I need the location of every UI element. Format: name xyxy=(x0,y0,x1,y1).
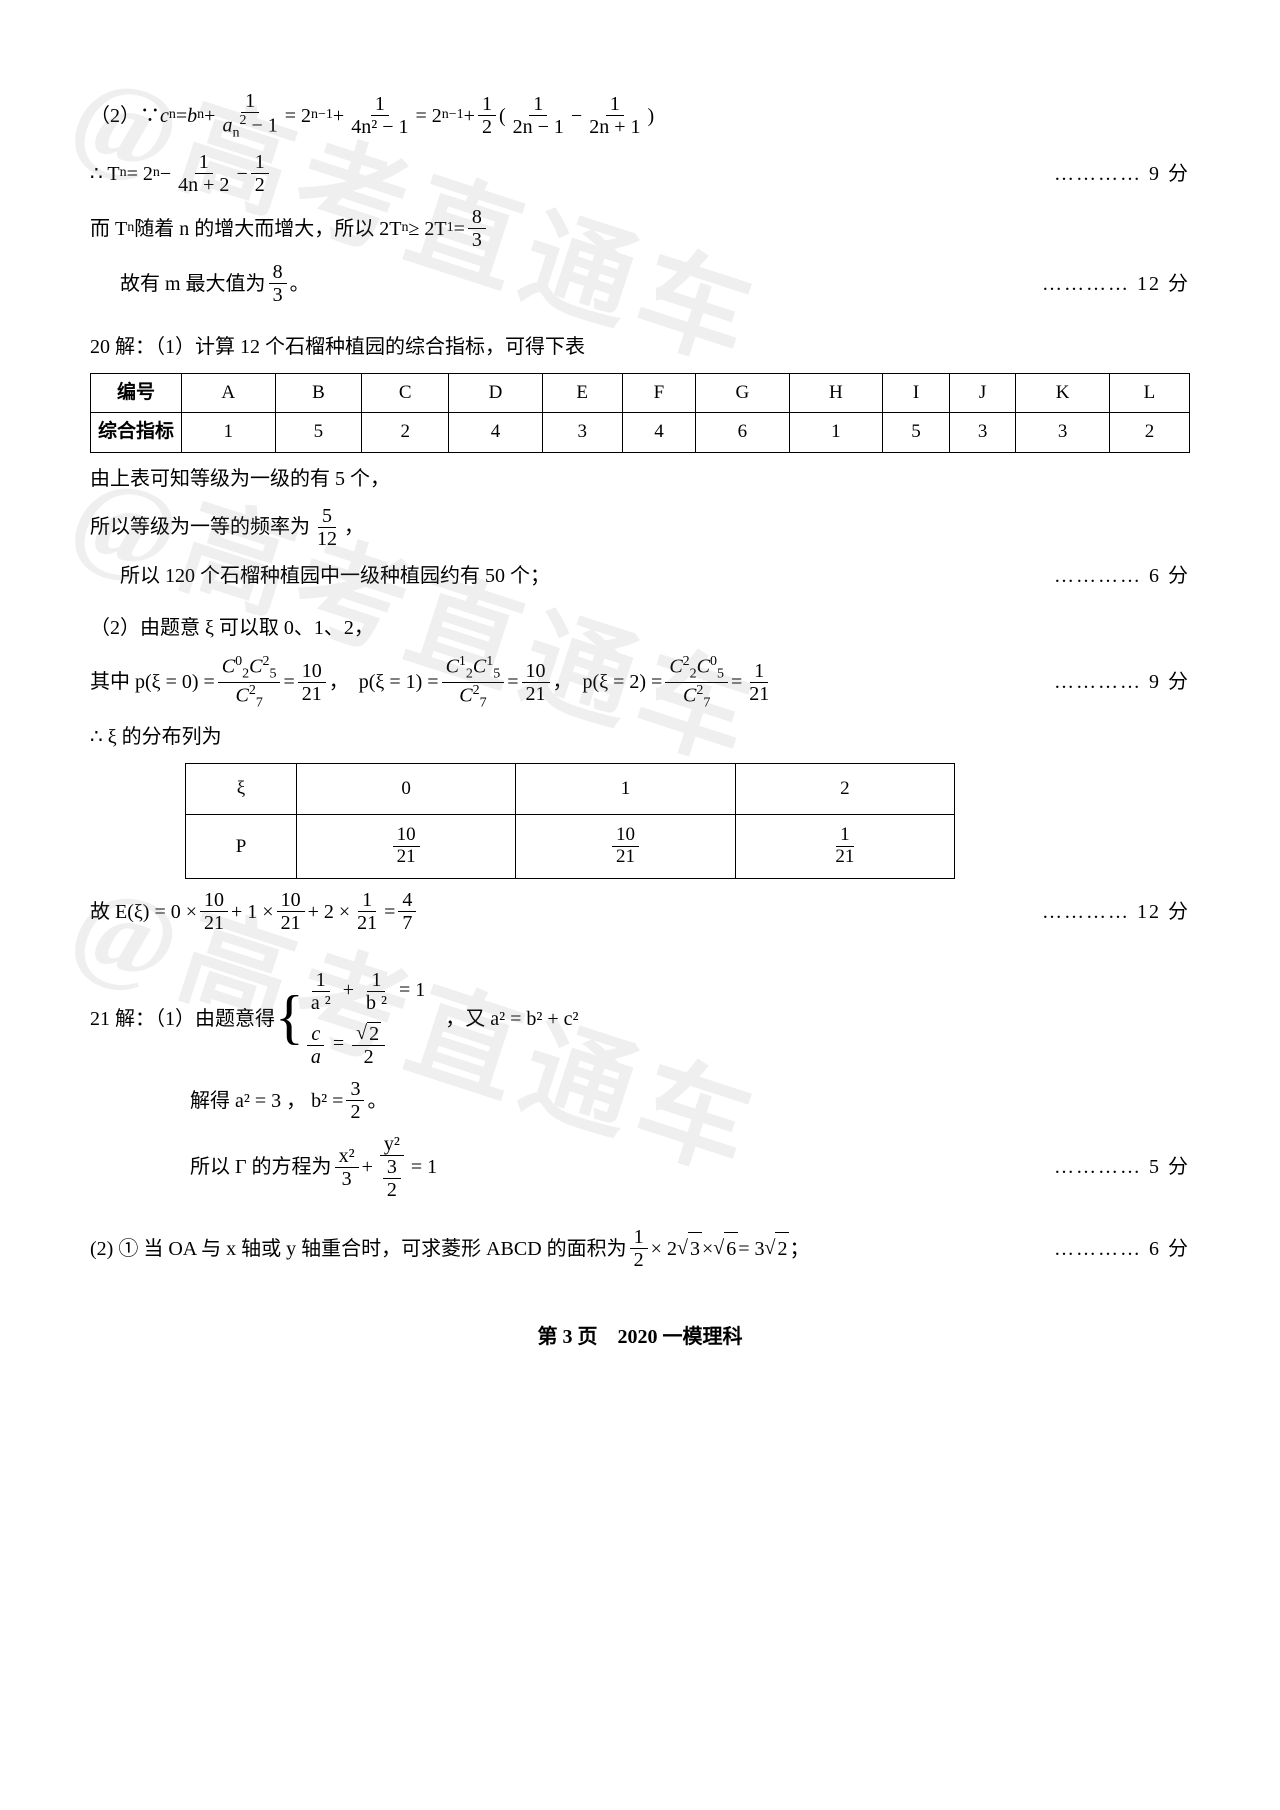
q20-prob-line: 其中 p(ξ = 0) = C02C25 C27 = 1021 ， p(ξ = … xyxy=(90,654,1190,711)
fraction: C02C25 C27 xyxy=(218,654,281,711)
fraction: 14n² − 1 xyxy=(347,93,412,138)
q20-p2-a: （2）由题意 ξ 可以取 0、1、2， xyxy=(90,612,1190,644)
q20-table: 编号 ABCDEFGHIJKL 综合指标 152434615332 xyxy=(90,373,1190,453)
fraction: 12 xyxy=(251,151,269,196)
text: ∴ T xyxy=(90,158,120,190)
q19-line2: ∴ Tn = 2n − 14n + 2 − 12 ………… 9 分 xyxy=(90,151,1190,196)
sup: n−1 xyxy=(311,104,333,126)
fraction: 12n − 1 xyxy=(509,93,568,138)
fraction: 83 xyxy=(468,206,486,251)
q20-text: 所以 120 个石榴种植园中一级种植园约有 50 个； ………… 6 分 xyxy=(90,560,1190,592)
op: + xyxy=(464,100,475,132)
sub: n xyxy=(169,104,176,126)
q20-dist-label: ∴ ξ 的分布列为 xyxy=(90,721,1190,753)
q21-equation: 所以 Γ 的方程为 x²3 + y²32 = 1 ………… 5 分 xyxy=(160,1133,1190,1201)
table-row: ξ 0 1 2 xyxy=(186,763,955,814)
fraction: 121 xyxy=(745,660,773,705)
table-row: 编号 ABCDEFGHIJKL xyxy=(91,374,1190,413)
var: b xyxy=(187,100,197,132)
table-row: P 1021 1021 121 xyxy=(186,815,955,879)
op: − xyxy=(236,158,247,190)
sub: n xyxy=(197,104,204,126)
op: − xyxy=(160,158,171,190)
text: ≥ 2T xyxy=(408,213,446,245)
text: = xyxy=(454,213,465,245)
fraction: 1 an2 − 1 xyxy=(218,90,281,141)
row-label: 综合指标 xyxy=(91,413,182,452)
score-marker: ………… 6 分 xyxy=(550,560,1190,592)
q20-header: 20 解：（1）计算 12 个石榴种植园的综合指标，可得下表 xyxy=(90,331,1190,363)
sup: n−1 xyxy=(442,104,464,126)
q21-line1: 21 解：（1）由题意得 { 1a ² + 1b ² = 1 ca = √22 … xyxy=(90,969,1190,1068)
score-marker: ………… 6 分 xyxy=(809,1233,1190,1265)
fraction: 12n + 1 xyxy=(585,93,644,138)
score-marker: ………… 12 分 xyxy=(310,268,1190,300)
q20-text: 由上表可知等级为一级的有 5 个， xyxy=(90,463,1190,495)
fraction: C22C05 C27 xyxy=(665,654,728,711)
row-label: 编号 xyxy=(91,374,182,413)
fraction: 1021 xyxy=(298,660,326,705)
score-marker: ………… 5 分 xyxy=(437,1151,1190,1183)
text: 。 xyxy=(290,268,310,300)
table-row: 综合指标 152434615332 xyxy=(91,413,1190,452)
q19-line4: 故有 m 最大值为 83 。 ………… 12 分 xyxy=(90,261,1190,306)
fraction: 12 xyxy=(478,93,496,138)
score-marker: ………… 9 分 xyxy=(776,666,1190,698)
fraction: C12C15 C27 xyxy=(442,654,505,711)
op: + xyxy=(204,100,215,132)
paren: ( xyxy=(499,100,506,132)
text: 随着 n 的增大而增大，所以 2T xyxy=(134,213,401,245)
text: = 2 xyxy=(127,158,153,190)
text: 而 T xyxy=(90,213,127,245)
score-marker: ………… 12 分 xyxy=(419,896,1190,928)
text: = 2 xyxy=(285,100,311,132)
fraction: 512 xyxy=(313,505,341,550)
sub: n xyxy=(120,162,127,184)
text: = 2 xyxy=(415,100,441,132)
fraction: 83 xyxy=(269,261,287,306)
text: 故有 m 最大值为 xyxy=(120,268,266,300)
paren: ) xyxy=(647,100,654,132)
op: + xyxy=(333,100,344,132)
fraction: 1021 xyxy=(522,660,550,705)
distribution-table: ξ 0 1 2 P 1021 1021 121 xyxy=(185,763,955,879)
q21-solve: 解得 a² = 3 ， b² = 32 。 xyxy=(160,1078,1190,1123)
var: c xyxy=(160,100,169,132)
equation-system: { 1a ² + 1b ² = 1 ca = √22 xyxy=(275,969,425,1068)
fraction: 14n + 2 xyxy=(174,151,233,196)
op: − xyxy=(571,100,582,132)
score-marker: ………… 9 分 xyxy=(272,158,1190,190)
eq: = xyxy=(176,100,187,132)
q19-line1: （2）∵ cn = bn + 1 an2 − 1 = 2n−1 + 14n² −… xyxy=(90,90,1190,141)
q20-text: 所以等级为一等的频率为 512 ， xyxy=(90,505,1190,550)
text: （2）∵ xyxy=(90,100,160,132)
q21-part2: (2) ① 当 OA 与 x 轴或 y 轴重合时，可求菱形 ABCD 的面积为 … xyxy=(90,1226,1190,1271)
page-footer: 第 3 页 2020 一模理科 xyxy=(90,1321,1190,1353)
q19-line3: 而 Tn 随着 n 的增大而增大，所以 2Tn ≥ 2T1 = 83 xyxy=(90,206,1190,251)
sup: n xyxy=(153,162,160,184)
q20-expectation: 故 E(ξ) = 0 × 1021 + 1 × 1021 + 2 × 121 =… xyxy=(90,889,1190,934)
